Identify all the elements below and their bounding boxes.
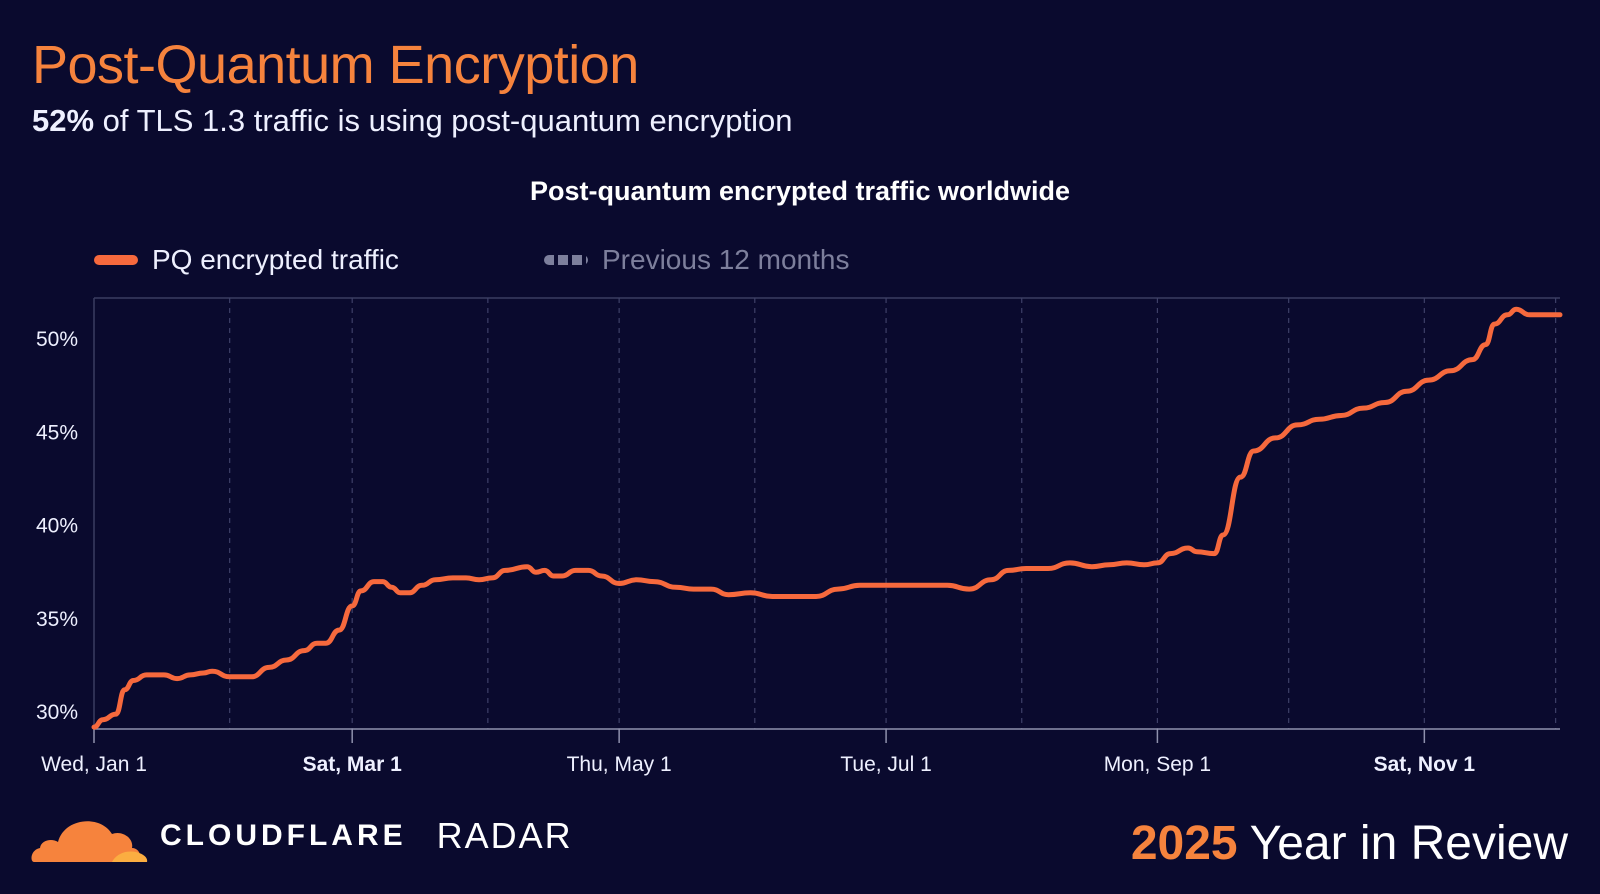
year-in-review-label: Year in Review xyxy=(1249,817,1568,870)
brand-name: CLOUDFLARE xyxy=(160,819,407,852)
y-tick-label: 50% xyxy=(36,328,78,351)
x-tick-label: Thu, May 1 xyxy=(567,753,672,776)
product-name: RADAR xyxy=(436,815,573,856)
x-tick-label: Tue, Jul 1 xyxy=(840,753,931,776)
x-tick-label: Sat, Mar 1 xyxy=(303,753,403,776)
page-title: Post-Quantum Encryption xyxy=(32,35,639,95)
subtitle-text: of TLS 1.3 traffic is using post-quantum… xyxy=(94,103,793,138)
x-tick-label: Wed, Jan 1 xyxy=(41,753,147,776)
x-tick-label: Sat, Nov 1 xyxy=(1374,753,1476,776)
year-label: 2025 xyxy=(1130,817,1238,870)
page-subtitle: 52% of TLS 1.3 traffic is using post-qua… xyxy=(32,103,793,139)
cloudflare-radar-logo: CLOUDFLARE RADAR xyxy=(30,808,573,864)
subtitle-highlight: 52% xyxy=(32,103,95,138)
pq-traffic-line xyxy=(91,306,1563,730)
chart-title: Post-quantum encrypted traffic worldwide xyxy=(529,176,1071,206)
year-in-review: 2025 Year in Review xyxy=(1131,816,1568,871)
y-tick-label: 45% xyxy=(36,421,78,444)
legend-swatch-dashed xyxy=(544,255,588,265)
legend-label: Previous 12 months xyxy=(602,244,850,275)
legend-swatch-solid xyxy=(94,255,138,265)
y-tick-label: 35% xyxy=(36,608,78,631)
cloud-icon xyxy=(31,821,148,862)
line-chart: 30% 35% 40% 45% 50% Wed, Jan 1 Sat, Mar 1 Thu, … xyxy=(36,297,1563,776)
legend-label: PQ encrypted traffic xyxy=(152,244,399,275)
legend-item-pq-traffic[interactable]: PQ encrypted traffic xyxy=(94,242,399,278)
legend-item-previous-12-months[interactable]: Previous 12 months xyxy=(544,242,849,278)
y-tick-label: 30% xyxy=(36,701,78,724)
y-tick-label: 40% xyxy=(36,515,78,538)
x-tick-label: Mon, Sep 1 xyxy=(1104,753,1211,776)
